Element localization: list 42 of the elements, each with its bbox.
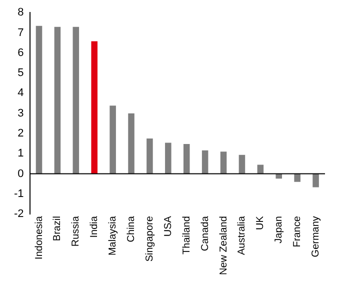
x-tick-label: France: [292, 216, 304, 248]
y-tick-label: 6: [18, 46, 24, 59]
y-tick-label: 0: [18, 168, 24, 180]
x-tick-label: Singapore: [144, 216, 156, 262]
bar: [202, 150, 208, 174]
x-tick-label: Thailand: [181, 216, 192, 254]
x-tick-label: New Zealand: [218, 216, 230, 275]
bar: [72, 26, 80, 174]
y-tick-label: 4: [18, 87, 24, 100]
bar: [238, 154, 246, 174]
y-tick-label: 2: [18, 128, 24, 140]
bar: [183, 144, 190, 174]
x-tick-label: Brazil: [52, 216, 64, 242]
x-tick-label: Germany: [310, 216, 322, 258]
bar: [312, 174, 319, 188]
y-tick-label: -1: [14, 188, 24, 200]
x-tick-label: India: [89, 216, 100, 238]
y-tick-label: -2: [14, 208, 24, 220]
y-tick-label: 3: [18, 107, 24, 120]
bar: [146, 138, 153, 174]
x-tick-label: Malaysia: [108, 216, 119, 256]
bar: [91, 41, 98, 174]
bar: [110, 106, 116, 174]
x-tick-label: Indonesia: [34, 216, 45, 260]
x-tick-label: Australia: [236, 216, 248, 255]
x-tick-label: UK: [255, 216, 266, 230]
bar: [36, 26, 42, 174]
y-tick-label: 5: [18, 67, 24, 80]
x-tick-label: Russia: [70, 216, 82, 247]
bar: [128, 113, 134, 174]
bar: [294, 174, 300, 182]
y-tick-label: 1: [18, 148, 24, 160]
x-tick-label: Japan: [274, 216, 285, 244]
bar: [257, 164, 264, 174]
x-tick-label: USA: [162, 216, 174, 237]
bar: [54, 26, 61, 174]
y-tick-label: 7: [18, 26, 24, 39]
bar: [165, 142, 172, 174]
x-tick-label: Canada: [200, 216, 211, 252]
y-tick-label: 8: [18, 6, 24, 19]
x-tick-label: China: [126, 216, 138, 242]
bar: [220, 152, 227, 174]
